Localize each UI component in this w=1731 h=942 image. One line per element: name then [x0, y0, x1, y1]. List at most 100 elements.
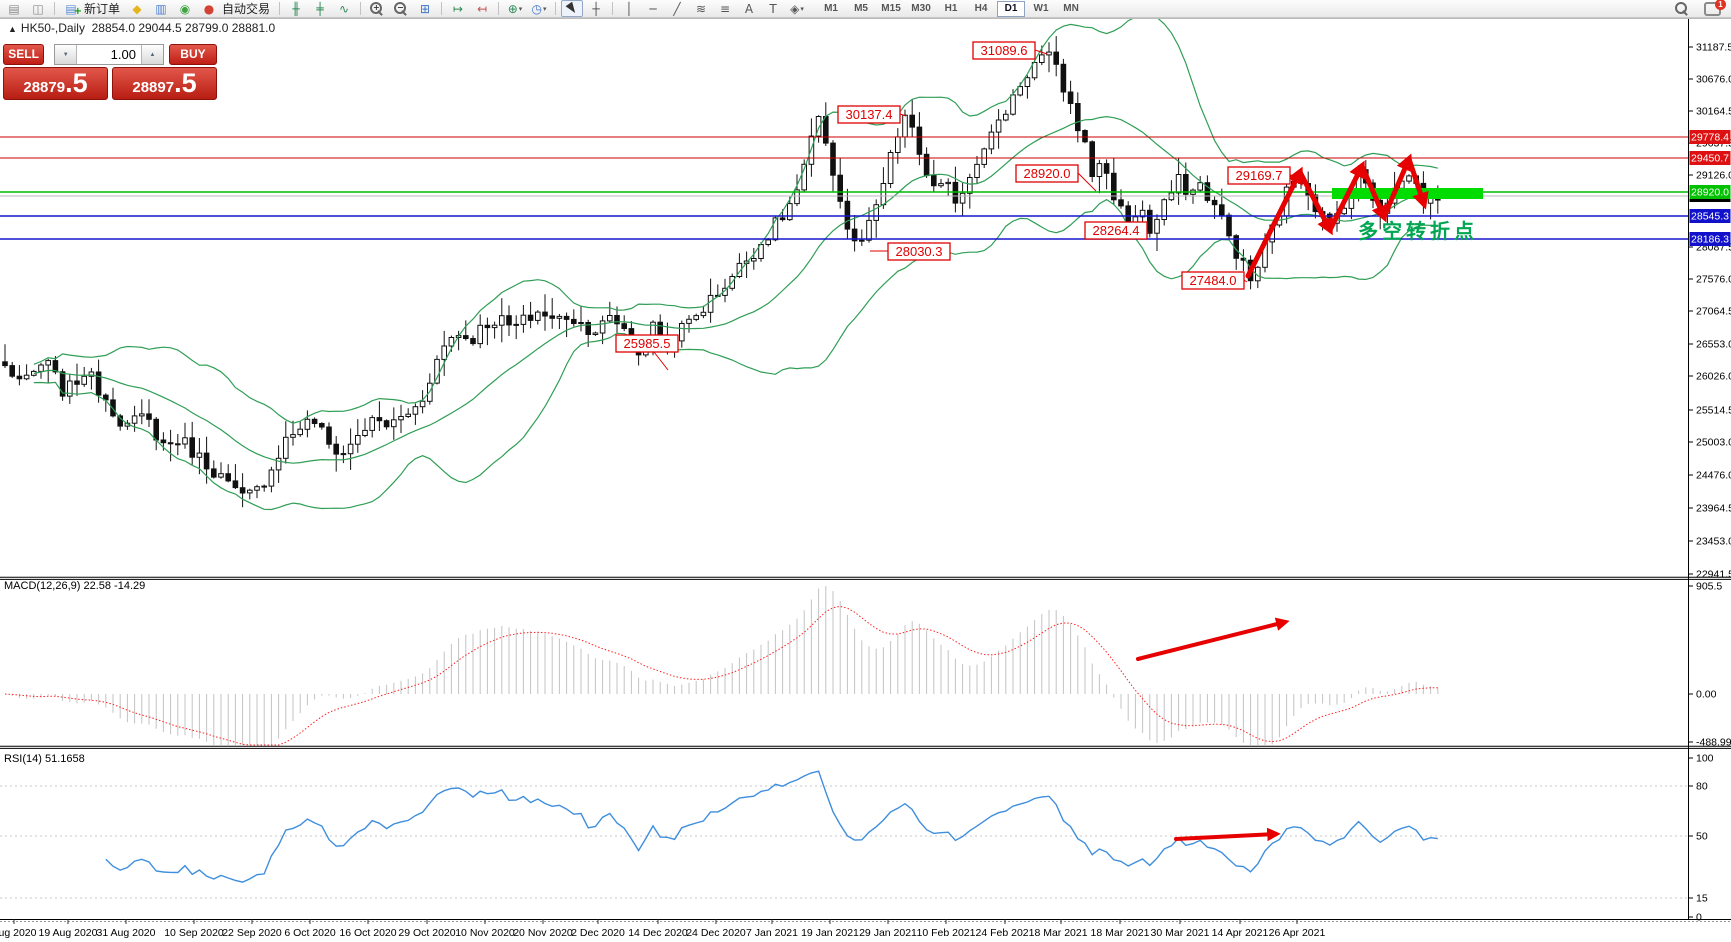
svg-text:23964.5: 23964.5 — [1696, 503, 1731, 515]
svg-text:100: 100 — [1696, 753, 1714, 765]
timeframe-m30[interactable]: M30 — [911, 2, 931, 14]
sell-price-tile[interactable]: 28879.5 — [3, 67, 108, 100]
tile-windows-icon[interactable]: ⊞ — [420, 1, 431, 16]
toolbar-separator — [612, 2, 614, 15]
text-label-icon[interactable]: T — [769, 1, 777, 16]
svg-text:24 Dec 2020: 24 Dec 2020 — [686, 927, 746, 939]
svg-text:25985.5: 25985.5 — [624, 336, 671, 351]
search-icon[interactable] — [1671, 0, 1693, 17]
one-click-trade-panel: SELL ▼ 1.00 ▲ BUY 28879.5 28897.5 — [3, 44, 217, 100]
equidistant-channel-icon[interactable]: ≋ — [696, 1, 707, 16]
zoom-out-icon[interactable]: − — [390, 0, 412, 17]
signals-icon[interactable]: ◉ — [179, 1, 191, 16]
timeframe-m1[interactable]: M1 — [824, 2, 838, 14]
new-order-icon[interactable]: ▤ + — [65, 1, 82, 18]
indicators-add-icon[interactable]: ⊕ ▾ — [507, 1, 523, 16]
toolbar-separator — [360, 2, 362, 15]
bb-middle — [33, 115, 1438, 464]
new-order-label[interactable]: 新订单 — [84, 2, 121, 16]
vertical-line-icon[interactable]: │ — [625, 1, 633, 16]
volume-stepper[interactable]: ▼ 1.00 ▲ — [54, 44, 164, 65]
turning-point-note[interactable]: 多空转折点 — [1358, 219, 1478, 243]
timeframe-h4[interactable]: H4 — [974, 2, 988, 14]
buy-price-tile[interactable]: 28897.5 — [112, 67, 217, 100]
timeframe-m15[interactable]: M15 — [881, 2, 901, 14]
notifications-icon[interactable]: 1 — [1704, 0, 1726, 16]
svg-text:-488.99: -488.99 — [1696, 737, 1731, 749]
rsi-line — [105, 770, 1438, 883]
svg-text:24476.0: 24476.0 — [1696, 470, 1731, 482]
chart-shift-icon[interactable]: ↤ — [477, 1, 488, 16]
buy-price-main: 28897 — [132, 79, 175, 96]
timeframe-m5[interactable]: M5 — [854, 2, 868, 14]
volume-increase-icon[interactable]: ▲ — [140, 45, 163, 64]
trendline-icon[interactable]: ╱ — [673, 1, 681, 16]
zoom-in-icon[interactable]: + — [366, 0, 388, 17]
toolbar-separator — [441, 2, 443, 15]
toolbar: ▤ ◫ ▤ + 新订单 ◆ ▥ ◉ ● 自动交易 ╫ ╪ ∿ + − ⊞ ↦ ↤ ⊕ ▾ ◷ ▾ ┼ │ ─ ╱ ≋ ≡ A T ◈ ▾ M1 M… — [0, 0, 1731, 18]
svg-text:29126.0: 29126.0 — [1696, 170, 1731, 182]
svg-text:80: 80 — [1696, 781, 1708, 793]
svg-text:30137.4: 30137.4 — [846, 107, 893, 122]
pane-borders — [0, 18, 1731, 922]
price-scale[interactable]: 31187.530676.030164.529637.529126.028087… — [1689, 42, 1731, 924]
svg-text:Aug 2020: Aug 2020 — [0, 927, 37, 939]
trend-zigzag-arrows[interactable] — [1245, 153, 1429, 279]
crosshair-icon[interactable]: ┼ — [592, 1, 600, 16]
auto-trading-icon[interactable]: ● — [203, 1, 215, 16]
cursor-icon[interactable] — [561, 0, 584, 17]
shapes-icon[interactable]: ◈ ▾ — [790, 1, 804, 16]
periods-icon[interactable]: ◷ ▾ — [531, 1, 547, 16]
chart-preview-icon[interactable]: ◫ — [32, 1, 44, 16]
macd-trend-arrow[interactable] — [1136, 617, 1290, 661]
timeframe-w1[interactable]: W1 — [1033, 2, 1049, 14]
favorites-icon[interactable]: ◆ — [132, 1, 142, 16]
timeframe-h1[interactable]: H1 — [944, 2, 958, 14]
svg-text:30676.0: 30676.0 — [1696, 74, 1731, 86]
horizontal-line-icon[interactable]: ─ — [649, 1, 657, 16]
notification-badge: 1 — [1715, 0, 1726, 10]
collapse-arrow-icon[interactable]: ▲ — [8, 24, 17, 34]
svg-text:23453.0: 23453.0 — [1696, 536, 1731, 548]
sell-price-main: 28879 — [23, 79, 66, 96]
svg-text:27484.0: 27484.0 — [1190, 273, 1237, 288]
timeframe-d1[interactable]: D1 — [997, 0, 1026, 17]
rsi-trend-arrow[interactable] — [1174, 827, 1281, 842]
svg-text:28920.0: 28920.0 — [1024, 166, 1071, 181]
svg-text:50: 50 — [1696, 831, 1708, 843]
timeframe-mn[interactable]: MN — [1063, 2, 1079, 14]
volume-decrease-icon[interactable]: ▼ — [55, 45, 78, 64]
price-annotation-labels[interactable]: 31089.6 30137.4 29169.7 28920.0 28264.4 28030… — [615, 41, 1297, 371]
svg-text:29 Oct 2020: 29 Oct 2020 — [398, 927, 455, 939]
bar-chart-icon[interactable]: ╫ — [292, 1, 300, 16]
svg-text:28264.4: 28264.4 — [1093, 223, 1140, 238]
auto-trading-label[interactable]: 自动交易 — [222, 2, 271, 16]
svg-text:19 Jan 2021: 19 Jan 2021 — [801, 927, 859, 939]
svg-text:16 Oct 2020: 16 Oct 2020 — [339, 927, 396, 939]
svg-text:27064.5: 27064.5 — [1696, 306, 1731, 318]
green-highlight-bar[interactable] — [1332, 188, 1483, 199]
svg-text:29778.4: 29778.4 — [1691, 132, 1729, 144]
chart-title: ▲ HK50-,Daily 28854.0 29044.5 28799.0 288… — [8, 21, 275, 35]
svg-text:28030.3: 28030.3 — [896, 244, 943, 259]
volume-input[interactable]: 1.00 — [110, 47, 136, 62]
toolbar-separator — [555, 2, 557, 15]
chart-window-icon[interactable]: ▤ — [8, 1, 20, 16]
svg-text:28920.0: 28920.0 — [1691, 187, 1729, 199]
bb-lower — [33, 198, 1438, 511]
market-watch-icon[interactable]: ▥ — [155, 1, 167, 16]
svg-text:30164.5: 30164.5 — [1696, 106, 1731, 118]
sell-button[interactable]: SELL — [3, 44, 45, 65]
auto-scroll-icon[interactable]: ↦ — [453, 1, 464, 16]
svg-text:14 Apr 2021: 14 Apr 2021 — [1212, 927, 1269, 939]
chart-canvas[interactable]: 多空转折点 31089.6 30137.4 29169.7 28920.0 28264.4… — [0, 18, 1731, 942]
buy-button[interactable]: BUY — [168, 44, 217, 65]
text-icon[interactable]: A — [744, 1, 754, 16]
line-chart-icon[interactable]: ∿ — [339, 1, 350, 16]
svg-text:15: 15 — [1696, 893, 1708, 905]
svg-text:22 Sep 2020: 22 Sep 2020 — [222, 927, 282, 939]
fibonacci-icon[interactable]: ≡ — [720, 1, 731, 16]
candlestick-chart-icon[interactable]: ╪ — [316, 1, 324, 16]
svg-text:2 Dec 2020: 2 Dec 2020 — [571, 927, 625, 939]
